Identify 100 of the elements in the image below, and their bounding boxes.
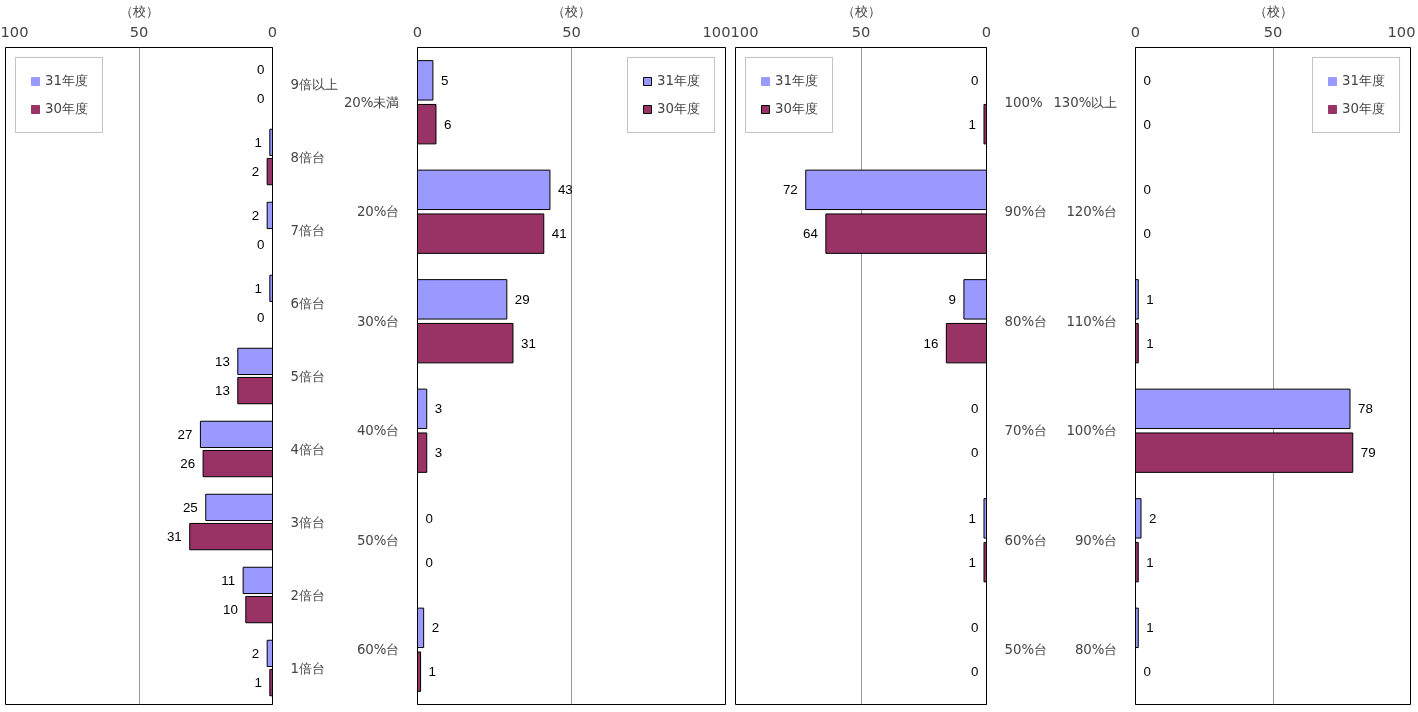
data-label: 0: [1143, 72, 1151, 88]
data-label: 1: [1146, 335, 1154, 351]
y-tick-label: 20%未満: [343, 94, 400, 110]
data-label: 5: [440, 72, 449, 88]
y-tick-label: 80%台: [1074, 642, 1118, 658]
x-tick-label: 100: [0, 22, 29, 40]
data-label: 31: [166, 529, 182, 545]
x-tick-label: 0: [267, 22, 278, 40]
data-label: 2: [251, 164, 260, 180]
data-label: 79: [1360, 445, 1376, 461]
y-tick-label: 80%台: [1004, 313, 1048, 329]
data-label: 0: [971, 401, 979, 417]
data-label: 1: [1146, 554, 1154, 570]
x-tick-label: 100: [730, 22, 759, 40]
data-label: 1: [1146, 620, 1154, 636]
y-tick-label: 110%台: [1066, 313, 1118, 329]
y-tick-label: 120%台: [1066, 204, 1118, 220]
data-label: 25: [182, 499, 198, 515]
y-tick-label: 90%台: [1004, 204, 1048, 220]
data-label: 13: [214, 383, 230, 399]
data-label: 9: [948, 291, 956, 307]
data-label: 2: [251, 207, 260, 223]
data-label: 0: [425, 554, 433, 570]
legend-label: 31年度: [45, 72, 88, 90]
x-axis-title: （校）: [552, 3, 591, 19]
data-label: 26: [180, 456, 196, 472]
data-label: 10: [222, 602, 238, 618]
data-label: 0: [1143, 116, 1151, 132]
legend-label: 31年度: [657, 72, 700, 90]
y-tick-label: 40%台: [356, 423, 400, 439]
x-tick-label: 100: [1387, 22, 1416, 40]
y-tick-label: 2倍台: [290, 587, 325, 603]
data-label: 0: [1143, 226, 1151, 242]
legend-label: 30年度: [45, 100, 88, 118]
y-tick-label: 70%台: [1004, 423, 1048, 439]
data-label: 78: [1358, 401, 1373, 417]
data-label: 0: [257, 61, 265, 77]
x-axis-title: （校）: [1253, 3, 1293, 19]
data-label: 16: [923, 335, 939, 351]
data-label: 1: [968, 116, 976, 132]
data-label: 0: [971, 664, 979, 680]
x-tick-label: 50: [851, 22, 871, 40]
data-label: 1: [254, 134, 262, 150]
legend-label: 30年度: [1342, 100, 1385, 118]
legend-label: 30年度: [775, 100, 818, 118]
legend-label: 30年度: [657, 100, 700, 118]
legend-label: 31年度: [1342, 72, 1385, 90]
data-label: 2: [251, 645, 260, 661]
data-label: 0: [971, 72, 979, 88]
data-label: 0: [425, 510, 433, 526]
y-tick-label: 4倍台: [290, 441, 325, 457]
data-label: 1: [1146, 291, 1154, 307]
y-tick-label: 50%台: [356, 532, 400, 548]
data-label: 0: [257, 310, 265, 326]
x-tick-label: 0: [412, 22, 423, 40]
data-label: 11: [221, 572, 236, 588]
data-label: 0: [1143, 182, 1151, 198]
y-tick-label: 7倍台: [290, 222, 325, 238]
data-label: 0: [971, 620, 979, 636]
y-tick-label: 3倍台: [290, 514, 325, 530]
data-label: 0: [1143, 664, 1151, 680]
data-label: 1: [254, 675, 262, 691]
y-tick-label: 60%台: [356, 642, 400, 658]
x-tick-label: 0: [981, 22, 992, 40]
data-label: 0: [257, 91, 265, 107]
data-label: 3: [434, 401, 443, 417]
y-tick-label: 60%台: [1004, 532, 1048, 548]
legend-label: 31年度: [775, 72, 818, 90]
y-tick-label: 6倍台: [290, 295, 325, 311]
data-label: 1: [428, 664, 436, 680]
y-tick-label: 1倍台: [290, 660, 325, 676]
x-tick-label: 100: [702, 22, 731, 40]
x-axis-title: （校）: [119, 3, 159, 19]
x-axis-title: （校）: [841, 3, 881, 19]
y-tick-label: 100%台: [1066, 423, 1118, 439]
data-label: 41: [551, 226, 567, 242]
data-label: 72: [782, 182, 798, 198]
y-tick-label: 90%台: [1074, 532, 1118, 548]
data-label: 29: [514, 291, 530, 307]
y-tick-label: 50%台: [1004, 642, 1048, 658]
data-label: 1: [968, 554, 976, 570]
data-label: 2: [1149, 510, 1157, 526]
data-label: 1: [968, 510, 976, 526]
data-label: 64: [803, 226, 819, 242]
data-label: 0: [971, 445, 979, 461]
y-tick-label: 8倍台: [290, 149, 325, 165]
data-label: 27: [177, 426, 193, 442]
data-label: 43: [557, 182, 573, 198]
y-tick-label: 5倍台: [290, 368, 325, 384]
x-tick-label: 0: [1130, 22, 1141, 40]
y-tick-label: 20%台: [356, 204, 400, 220]
data-label: 3: [434, 445, 443, 461]
x-tick-label: 50: [129, 22, 149, 40]
data-label: 13: [214, 353, 230, 369]
data-label: 1: [254, 280, 262, 296]
y-tick-label: 130%以上: [1053, 94, 1118, 110]
data-label: 2: [431, 620, 440, 636]
y-tick-label: 9倍以上: [290, 76, 338, 92]
y-tick-label: 100%: [1004, 94, 1043, 110]
y-tick-label: 30%台: [356, 313, 400, 329]
